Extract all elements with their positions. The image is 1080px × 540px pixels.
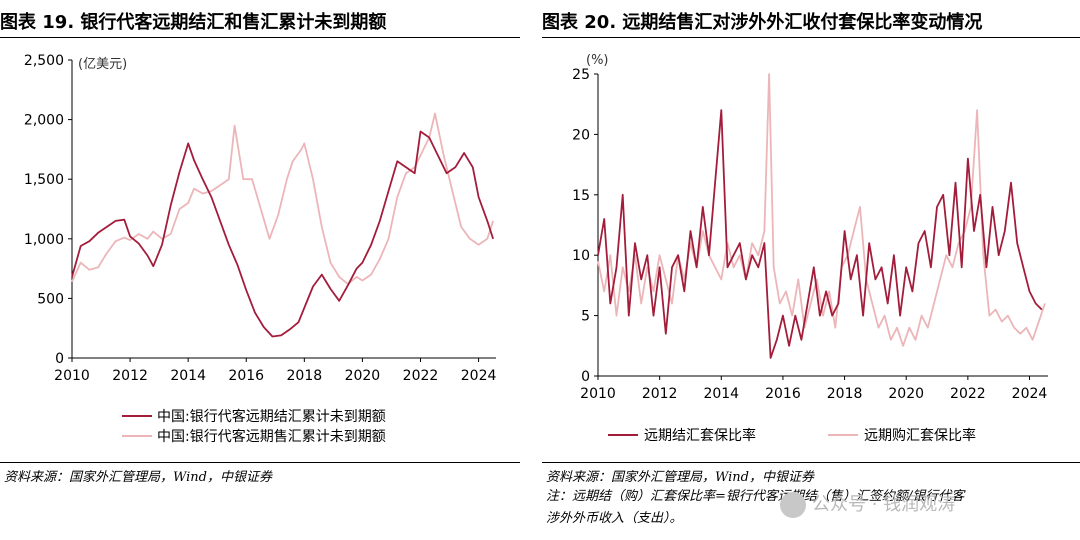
left-y-tick-label-2: 1,000 (24, 232, 64, 248)
right-chart: (%) 远期结汇套保比率 远期购汇套保比率 0 5 10 15 20 25 2010 2012… (572, 53, 1048, 444)
right-x-tick-label-6: 2022 (950, 386, 986, 402)
left-x-tick-label-5: 2020 (345, 368, 381, 384)
left-source: 资料来源：国家外汇管理局，Wind，中银证券 (4, 470, 272, 485)
right-x-tick-label-5: 2020 (888, 386, 924, 402)
left-y-tick-label-4: 2,000 (24, 113, 64, 129)
left-chart: (亿美元) 中国:银行代客远期结汇累计未到期额 中国:银行代客远期售汇累计未到期… (24, 53, 497, 445)
left-x-tick-label-2: 2014 (170, 368, 206, 384)
left-y-tick-label-3: 1,500 (24, 172, 64, 188)
right-title-rule (542, 37, 1080, 38)
left-x-tick-label-6: 2022 (403, 368, 439, 384)
left-y-tick-label-0: 0 (55, 351, 64, 367)
right-x-tick-label-3: 2016 (765, 386, 801, 402)
left-x-tick-label-3: 2016 (228, 368, 264, 384)
right-x-tick-label-7: 2024 (1012, 386, 1048, 402)
right-source-rule (542, 462, 1080, 463)
left-chart-title: 图表 19. 银行代客远期结汇和售汇累计未到期额 (0, 12, 387, 33)
left-x-tick-label-1: 2012 (112, 368, 148, 384)
right-y-tick-label-0: 0 (581, 369, 590, 385)
right-source: 资料来源：国家外汇管理局，Wind，中银证券 (546, 470, 814, 485)
left-source-rule (0, 462, 520, 463)
right-note-line-1: 注：远期结（购）汇套保比率=银行代客远期结（售）汇签约额/银行代客 (546, 489, 965, 504)
left-series-line-1 (71, 112, 494, 286)
right-y-tick-label-3: 15 (572, 188, 590, 204)
left-legend-label-0: 中国:银行代客远期结汇累计未到期额 (157, 408, 386, 425)
left-y-tick-label-1: 500 (37, 291, 64, 307)
right-x-tick-label-0: 2010 (580, 386, 616, 402)
right-y-tick-label-5: 25 (572, 67, 590, 83)
right-legend: 远期结汇套保比率 远期购汇套保比率 (608, 427, 976, 444)
right-legend-label-0: 远期结汇套保比率 (644, 427, 756, 444)
right-x-tick-label-1: 2012 (642, 386, 678, 402)
left-legend-label-1: 中国:银行代客远期售汇累计未到期额 (157, 428, 386, 445)
watermark: 公众号 · 钱润观涛 (780, 490, 955, 518)
right-legend-label-1: 远期购汇套保比率 (864, 427, 976, 444)
left-y-tick-label-5: 2,500 (24, 53, 64, 69)
right-x-tick-label-4: 2018 (827, 386, 863, 402)
right-note: 注：远期结（购）汇套保比率=银行代客远期结（售）汇签约额/银行代客 涉外外币收入… (546, 486, 1066, 530)
left-x-tick-label-4: 2018 (287, 368, 323, 384)
right-y-tick-label-2: 10 (572, 248, 590, 264)
left-x-tick-label-0: 2010 (54, 368, 90, 384)
left-x-tick-label-7: 2024 (461, 368, 497, 384)
right-note-line-2: 涉外外币收入（支出）。 (546, 511, 683, 526)
left-panel: 图表 19. 银行代客远期结汇和售汇累计未到期额 (亿美元) 中国:银行代客远期… (0, 0, 528, 540)
right-series-line-1 (597, 73, 1046, 347)
right-unit-label: (%) (586, 53, 609, 68)
right-y-tick-label-1: 5 (581, 309, 590, 325)
right-panel: 图表 20. 远期结售汇对涉外外汇收付套保比率变动情况 (%) 远期结汇套保比率… (542, 0, 1080, 540)
left-legend: 中国:银行代客远期结汇累计未到期额 中国:银行代客远期售汇累计未到期额 (122, 408, 386, 445)
watermark-text: 公众号 · 钱润观涛 (812, 494, 956, 515)
wechat-icon (780, 492, 806, 518)
left-unit-label: (亿美元) (78, 57, 127, 72)
right-chart-title: 图表 20. 远期结售汇对涉外外汇收付套保比率变动情况 (542, 12, 983, 33)
left-title-rule (0, 37, 520, 38)
left-series-line-0 (71, 130, 494, 338)
right-y-tick-label-4: 20 (572, 127, 590, 143)
right-x-tick-label-2: 2014 (703, 386, 739, 402)
right-series-line-0 (597, 109, 1043, 359)
